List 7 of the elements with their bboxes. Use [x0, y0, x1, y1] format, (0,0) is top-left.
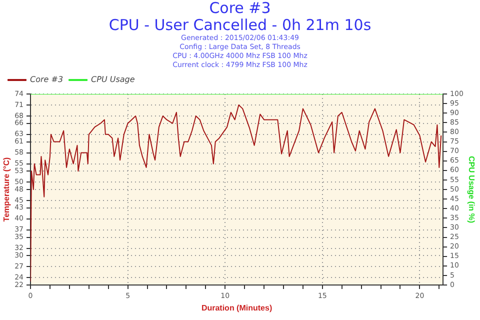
- x-axis-title: Duration (Minutes): [201, 303, 272, 312]
- legend-label: Core #3: [30, 75, 64, 84]
- y2-axis-title: CPU Usage (in %): [466, 156, 476, 224]
- y-axis-title: Temperature (°C): [2, 156, 12, 222]
- legend-label: CPU Usage: [91, 75, 135, 84]
- chart-title: Core #3: [208, 0, 272, 17]
- chart-subtitle: CPU - User Cancelled - 0h 21m 10s: [108, 16, 372, 34]
